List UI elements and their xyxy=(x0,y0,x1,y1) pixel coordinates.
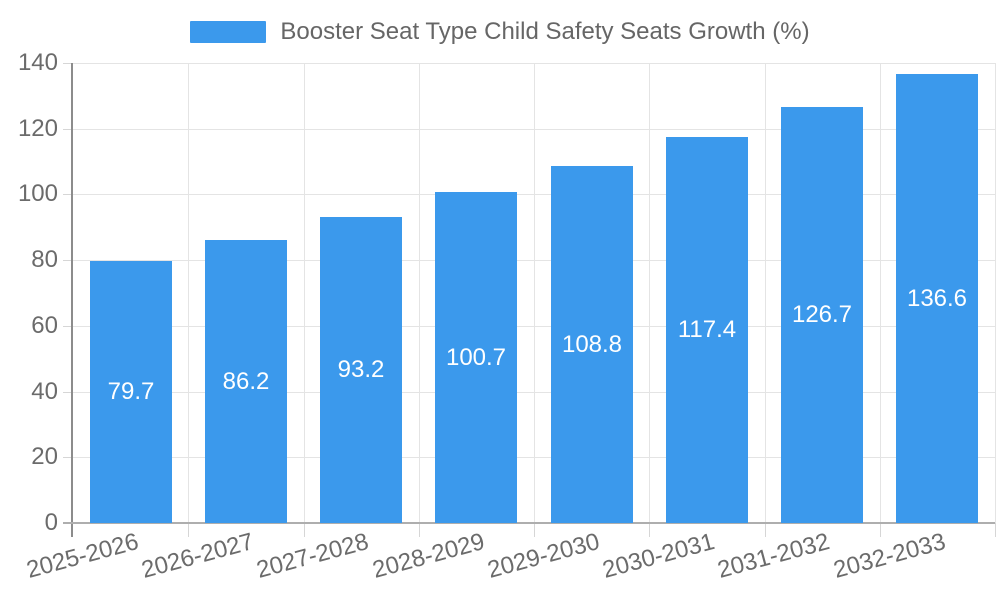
bar-value-label: 100.7 xyxy=(445,343,507,371)
x-gridline xyxy=(304,63,305,523)
bar-value-label: 93.2 xyxy=(337,356,385,383)
x-tick-label: 2030-2031 xyxy=(599,528,718,584)
y-axis-tick xyxy=(63,194,73,195)
x-gridline xyxy=(765,63,766,523)
x-axis-tick xyxy=(534,523,535,537)
x-axis-tick xyxy=(188,523,189,537)
bar-value-label: 86.2 xyxy=(222,367,270,395)
x-axis-tick xyxy=(765,523,766,537)
x-tick-label: 2025-2026 xyxy=(23,528,142,584)
x-tick-label: 2031-2032 xyxy=(714,528,833,584)
x-gridline xyxy=(880,63,881,523)
y-tick-label: 80 xyxy=(31,246,58,273)
x-gridline xyxy=(649,63,650,523)
bar[interactable]: 108.8 xyxy=(551,166,633,523)
bar[interactable]: 126.7 xyxy=(781,107,863,523)
y-tick-label: 60 xyxy=(31,312,58,339)
bar[interactable]: 136.6 xyxy=(896,74,978,523)
bar-value-label: 136.6 xyxy=(906,284,968,312)
y-axis-line xyxy=(71,63,73,537)
x-axis-tick xyxy=(880,523,881,537)
chart-legend: Booster Seat Type Child Safety Seats Gro… xyxy=(0,18,1000,46)
bar[interactable]: 86.2 xyxy=(205,240,287,523)
y-tick-label: 0 xyxy=(44,509,58,536)
legend-item[interactable]: Booster Seat Type Child Safety Seats Gro… xyxy=(190,18,810,46)
y-axis-tick xyxy=(63,63,73,64)
y-axis-tick xyxy=(63,457,73,458)
x-tick-label: 2028-2029 xyxy=(369,528,488,584)
y-tick-label: 120 xyxy=(17,115,58,142)
x-gridline xyxy=(534,63,535,523)
bar-value-label: 108.8 xyxy=(561,330,623,358)
y-tick-label: 20 xyxy=(31,443,58,470)
bar-value-label: 79.7 xyxy=(107,378,155,405)
y-axis-tick xyxy=(63,326,73,327)
x-axis-tick xyxy=(419,523,420,537)
y-tick-label: 100 xyxy=(17,180,58,207)
bar[interactable]: 79.7 xyxy=(90,261,172,523)
y-axis-tick xyxy=(63,129,73,130)
legend-label: Booster Seat Type Child Safety Seats Gro… xyxy=(280,18,810,45)
x-axis-tick xyxy=(304,523,305,537)
y-axis-tick xyxy=(63,392,73,393)
bar[interactable]: 93.2 xyxy=(320,217,402,523)
x-gridline xyxy=(419,63,420,523)
bar-value-label: 126.7 xyxy=(791,301,853,328)
x-tick-label: 2027-2028 xyxy=(253,528,372,584)
legend-swatch-icon xyxy=(190,21,267,43)
x-axis-tick xyxy=(995,523,996,537)
y-axis-tick xyxy=(63,260,73,261)
x-tick-label: 2032-2033 xyxy=(830,528,949,584)
bar[interactable]: 117.4 xyxy=(666,137,748,523)
x-axis-tick xyxy=(649,523,650,537)
x-tick-label: 2029-2030 xyxy=(484,528,603,584)
x-gridline xyxy=(188,63,189,523)
bar-value-label: 117.4 xyxy=(677,316,737,343)
x-gridline xyxy=(995,63,996,523)
x-tick-label: 2026-2027 xyxy=(138,528,257,584)
y-tick-label: 140 xyxy=(17,49,58,76)
y-tick-label: 40 xyxy=(31,378,58,405)
bar[interactable]: 100.7 xyxy=(435,192,517,523)
x-axis-line xyxy=(63,522,995,524)
